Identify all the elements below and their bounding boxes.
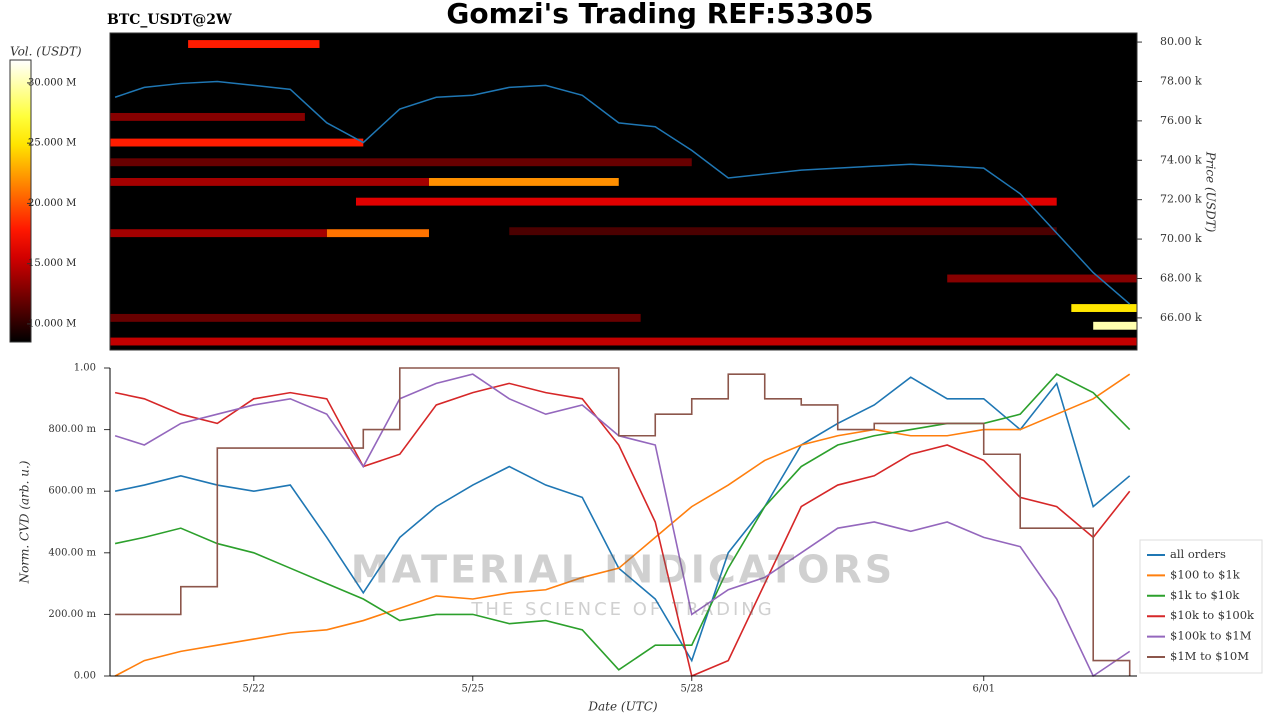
- y-tick-label: 78.00 k: [1160, 74, 1202, 87]
- price-line: [114, 80, 1131, 305]
- cvd-line: [114, 382, 1131, 678]
- y-tick-label: 68.00 k: [1160, 271, 1202, 284]
- y-tick-label: 600.00 m: [48, 486, 96, 497]
- heatmap-cell: [110, 158, 692, 167]
- heatmap-cell: [188, 40, 320, 48]
- heatmap-cell: [1071, 304, 1137, 312]
- y-tick-label: 800.00 m: [48, 424, 96, 435]
- colorbar-tick-label: 20.000 M: [28, 198, 76, 209]
- y-tick-label: 0.00: [74, 671, 96, 682]
- heatmap-cell: [110, 337, 1137, 346]
- watermark: MATERIAL INDICATORS THE SCIENCE OF TRADIN…: [351, 548, 895, 621]
- y-tick-label: 400.00 m: [48, 547, 96, 558]
- cvd-line: [115, 367, 1131, 676]
- legend-label: $1k to $10k: [1170, 588, 1240, 602]
- heatmap-cell: [428, 178, 619, 186]
- y-tick-label: 74.00 k: [1160, 153, 1202, 166]
- legend-label: $1M to $10M: [1170, 649, 1249, 663]
- heatmap-cell: [110, 138, 364, 147]
- plot-frame: [109, 32, 1138, 351]
- legend-label: $100 to $1k: [1170, 567, 1241, 581]
- legend-label: $100k to $1M: [1170, 629, 1252, 643]
- legend-box: [1139, 539, 1263, 674]
- y-tick-label: 72.00 k: [1160, 193, 1202, 206]
- page-title: Gomzi's Trading REF:53305: [446, 0, 873, 30]
- heatmap-cell: [355, 197, 1057, 206]
- x-tick-label: 5/28: [681, 684, 703, 695]
- x-tick-label: 5/25: [462, 684, 484, 695]
- heatmap-cell: [947, 274, 1137, 283]
- plot-background: [110, 33, 1137, 350]
- y-tick-label: 80.00 k: [1160, 35, 1202, 48]
- cvd-line: [114, 373, 1131, 671]
- watermark-subtitle: THE SCIENCE OF TRADING: [470, 599, 774, 620]
- colorbar-tick-label: 10.000 M: [28, 318, 76, 329]
- y-tick-label: 200.00 m: [48, 609, 96, 620]
- watermark-title: MATERIAL INDICATORS: [351, 548, 895, 592]
- legend-label: $10k to $100k: [1170, 608, 1255, 622]
- x-tick-label: 6/01: [972, 684, 994, 695]
- cvd-line: [114, 373, 1131, 677]
- colorbar-tick-label: 30.000 M: [28, 77, 76, 88]
- y-tick-label: 66.00 k: [1160, 311, 1202, 324]
- heatmap-cell: [326, 229, 429, 238]
- colorbar-label: Vol. (USDT): [10, 45, 82, 59]
- x-tick-label: 5/22: [243, 684, 265, 695]
- y-tick-label: 76.00 k: [1160, 114, 1202, 127]
- y-tick-label: 1.00: [74, 363, 96, 374]
- heatmap-cell: [509, 227, 1057, 236]
- heatmap-cell: [110, 313, 641, 322]
- colorbar-tick-label: 25.000 M: [28, 138, 76, 149]
- cvd-line: [114, 373, 1131, 678]
- y-axis-label: Price (USDT): [1204, 151, 1218, 233]
- heatmap-cell: [110, 229, 327, 238]
- colorbar-tick-label: 15.000 M: [28, 258, 76, 269]
- heatmap-cell: [110, 178, 429, 186]
- chart-title: BTC_USDT@2W: [107, 12, 232, 28]
- heatmap-cell: [110, 112, 305, 121]
- colorbar: [9, 59, 32, 343]
- y-tick-label: 70.00 k: [1160, 232, 1202, 245]
- heatmap-cell: [1093, 321, 1137, 330]
- legend-label: all orders: [1170, 547, 1226, 561]
- y-axis-label: Norm. CVD (arb. u.): [18, 460, 32, 584]
- x-axis-label: Date (UTC): [587, 700, 657, 714]
